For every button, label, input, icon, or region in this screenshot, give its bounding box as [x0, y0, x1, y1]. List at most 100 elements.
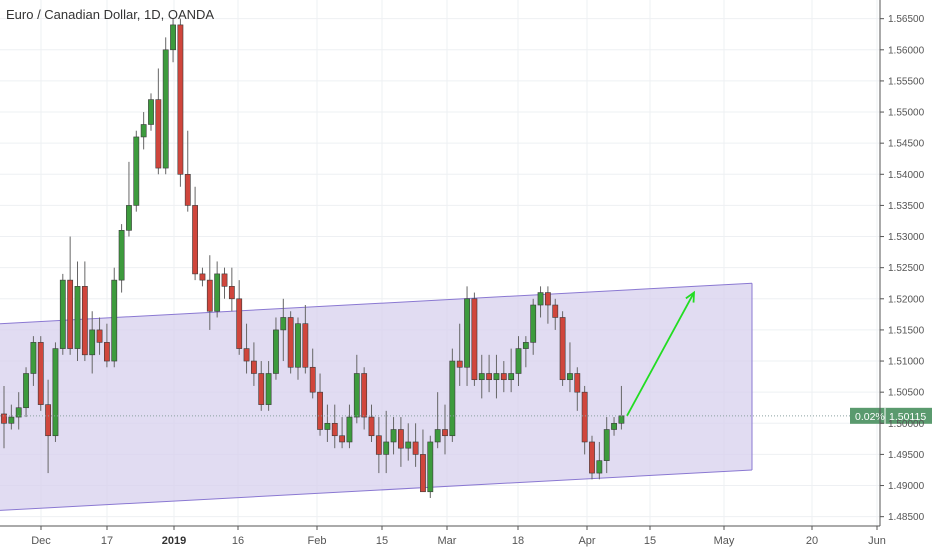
candles — [1, 18, 625, 498]
candle-down — [236, 298, 243, 349]
candle-down — [361, 373, 368, 418]
candle-down — [206, 279, 213, 312]
y-tick-label: 1.56500 — [888, 14, 925, 25]
candle-up — [118, 230, 125, 281]
candle-up — [434, 429, 441, 443]
candle-down — [184, 173, 191, 206]
candle-up — [537, 292, 544, 306]
candle-up — [8, 416, 15, 424]
candle-up — [515, 348, 522, 374]
candle-down — [228, 286, 235, 300]
y-tick-label: 1.51000 — [888, 357, 925, 368]
candle-up — [464, 298, 470, 368]
x-tick-label: 2019 — [162, 535, 186, 547]
y-tick-label: 1.50500 — [888, 388, 925, 399]
projection-arrow-line — [626, 292, 695, 417]
candle-up — [23, 373, 29, 409]
candle-down — [574, 373, 581, 393]
candle-down — [581, 391, 588, 443]
candle-up — [295, 323, 301, 368]
candle-up — [353, 373, 360, 418]
candle-up — [89, 329, 96, 356]
y-tick-label: 1.49000 — [888, 481, 925, 492]
candle-down — [1, 413, 7, 424]
y-tick-label: 1.56000 — [888, 45, 925, 56]
projection-arrow-head — [685, 290, 695, 303]
x-tick-label: Mar — [438, 535, 457, 547]
y-tick-label: 1.52000 — [888, 294, 925, 305]
candle-down — [45, 404, 51, 437]
y-tick-label: 1.55000 — [888, 108, 925, 119]
candle-down — [420, 454, 426, 493]
candle-up — [530, 304, 537, 343]
candle-up — [567, 373, 573, 381]
x-tick-label: 18 — [512, 535, 524, 547]
y-tick-label: 1.49500 — [888, 450, 925, 461]
candle-up — [133, 136, 140, 206]
candle-down — [375, 435, 382, 455]
candle-up — [59, 279, 66, 349]
overlays: 0.02% 1.50115 — [0, 290, 932, 424]
x-tick-label: Feb — [308, 535, 327, 547]
y-tick-label: 1.48500 — [888, 512, 925, 523]
candle-down — [368, 416, 375, 437]
candle-up — [618, 415, 625, 424]
candle-down — [243, 348, 250, 362]
candle-down — [192, 205, 198, 275]
candle-up — [390, 429, 397, 443]
candle-up — [214, 273, 221, 312]
y-tick-label: 1.50000 — [888, 419, 925, 430]
candle-up — [522, 342, 529, 349]
candle-down — [177, 24, 184, 175]
candle-down — [471, 298, 478, 381]
candle-up — [170, 24, 176, 51]
x-tick-label: 17 — [101, 535, 113, 547]
candle-down — [412, 441, 419, 455]
y-tick-label: 1.52500 — [888, 263, 925, 274]
candle-up — [611, 422, 617, 430]
candle-down — [302, 323, 309, 368]
candle-down — [559, 317, 566, 381]
candle-up — [405, 441, 412, 449]
candle-down — [486, 373, 492, 381]
chart-title: Euro / Canadian Dollar, 1D, OANDA — [6, 7, 215, 22]
x-tick-label: Dec — [31, 535, 51, 547]
last-price-value: 1.50115 — [889, 411, 926, 423]
candle-up — [140, 124, 147, 138]
candle-up — [111, 279, 118, 362]
candle-down — [199, 273, 206, 281]
candle-up — [265, 373, 272, 405]
candle-up — [493, 373, 500, 381]
candle-up — [162, 49, 169, 169]
candle-up — [52, 348, 59, 437]
candle-down — [251, 360, 257, 374]
x-tick-label: 16 — [232, 535, 244, 547]
candle-up — [15, 407, 22, 418]
y-tick-label: 1.51500 — [888, 325, 925, 336]
candle-down — [104, 342, 110, 362]
candle-up — [126, 205, 132, 231]
candle-up — [148, 99, 154, 125]
candle-down — [96, 329, 103, 343]
candle-up — [30, 342, 37, 374]
candle-down — [456, 360, 463, 368]
x-tick-label: 20 — [806, 535, 818, 547]
candle-down — [331, 422, 338, 437]
last-price-badge — [850, 407, 932, 424]
candle-up — [427, 441, 434, 493]
candle-down — [339, 435, 345, 443]
candle-down — [309, 366, 316, 393]
x-tick-label: 15 — [644, 535, 656, 547]
candle-down — [287, 317, 294, 368]
candle-down — [221, 273, 228, 287]
candle-down — [81, 286, 88, 356]
axes: 1.48500 1.49000 1.49500 1.50000 1.50500 1.510… — [0, 0, 925, 547]
candle-down — [37, 342, 44, 405]
last-price-change: 0.02% — [855, 411, 885, 423]
candle-up — [280, 317, 287, 331]
candle-up — [603, 429, 610, 461]
candle-down — [500, 373, 507, 381]
candle-down — [258, 373, 265, 405]
